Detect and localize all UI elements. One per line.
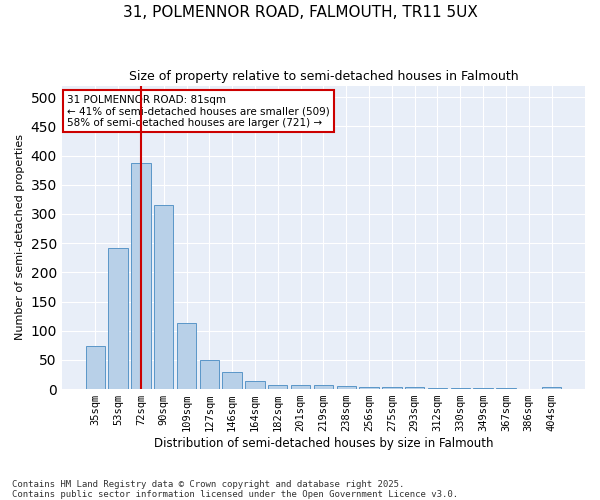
Bar xyxy=(405,388,424,389)
X-axis label: Distribution of semi-detached houses by size in Falmouth: Distribution of semi-detached houses by … xyxy=(154,437,493,450)
Bar xyxy=(200,360,219,389)
Bar xyxy=(109,248,128,389)
Title: Size of property relative to semi-detached houses in Falmouth: Size of property relative to semi-detach… xyxy=(128,70,518,83)
Bar xyxy=(382,388,401,389)
Bar xyxy=(177,323,196,389)
Bar xyxy=(451,388,470,389)
Bar xyxy=(154,205,173,389)
Bar xyxy=(542,388,561,389)
Bar xyxy=(268,385,287,389)
Bar xyxy=(86,346,105,389)
Text: 31, POLMENNOR ROAD, FALMOUTH, TR11 5UX: 31, POLMENNOR ROAD, FALMOUTH, TR11 5UX xyxy=(122,5,478,20)
Bar xyxy=(473,388,493,389)
Bar xyxy=(291,385,310,389)
Bar xyxy=(131,163,151,389)
Bar xyxy=(245,382,265,389)
Bar xyxy=(314,385,333,389)
Bar xyxy=(337,386,356,389)
Bar xyxy=(428,388,447,389)
Text: Contains HM Land Registry data © Crown copyright and database right 2025.
Contai: Contains HM Land Registry data © Crown c… xyxy=(12,480,458,499)
Bar xyxy=(496,388,515,389)
Bar xyxy=(223,372,242,389)
Text: 31 POLMENNOR ROAD: 81sqm
← 41% of semi-detached houses are smaller (509)
58% of : 31 POLMENNOR ROAD: 81sqm ← 41% of semi-d… xyxy=(67,94,330,128)
Bar xyxy=(359,388,379,389)
Y-axis label: Number of semi-detached properties: Number of semi-detached properties xyxy=(15,134,25,340)
